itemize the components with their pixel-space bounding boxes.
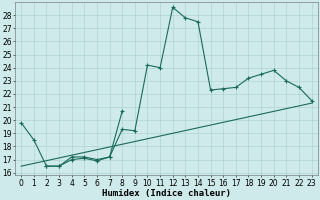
X-axis label: Humidex (Indice chaleur): Humidex (Indice chaleur) — [102, 189, 231, 198]
